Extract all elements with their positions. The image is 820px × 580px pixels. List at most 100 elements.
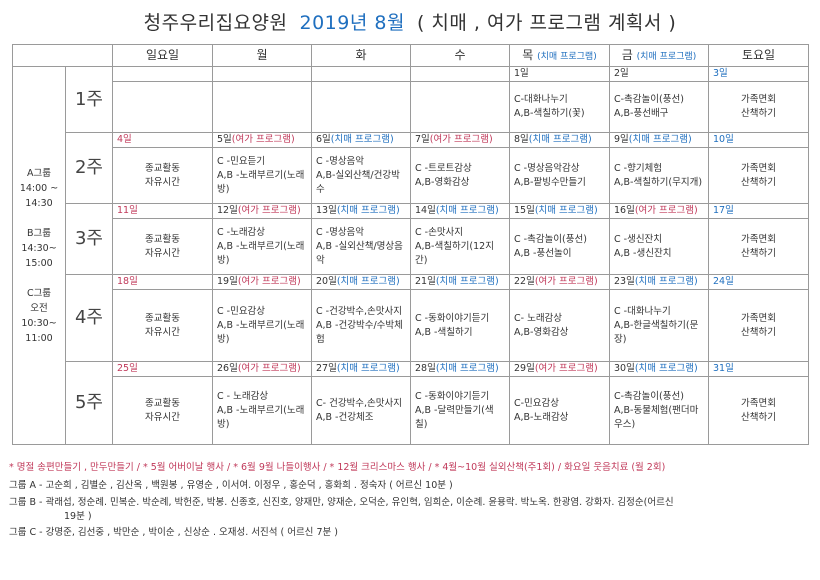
activity-line: C -향기체험 — [614, 162, 663, 174]
activity-cell — [212, 81, 312, 133]
activity-line: C - 노래감상 — [217, 390, 269, 402]
activity-cell: 가족면회 산책하기 — [708, 289, 809, 362]
activity-cell: C - 노래감상 A,B -노래부르기(노래방) — [212, 376, 312, 445]
date-cell: 4일 — [112, 132, 213, 148]
date-cell: 11일 — [112, 203, 213, 219]
day-number: 9일 — [614, 134, 629, 145]
activity-cell: C -민요감상 A,B -노래부르기(노래방) — [212, 289, 312, 362]
day-label: 월 — [256, 47, 268, 62]
activity-line: 종교활동 — [145, 162, 180, 174]
activity-line: A,B -풍선놀이 — [514, 247, 572, 259]
header-corner — [12, 44, 113, 67]
program-tag: (여가 프로그램) — [237, 276, 301, 287]
schedule-table: 일요일 월 화 수 목 (치매 프로그램) 금 (치매 프로그램) 토요일 A그룹 1… — [12, 44, 809, 445]
activity-cell: C -동화이야기듣기 A,B -달력만들기(색칠) — [410, 376, 510, 445]
day-label: 수 — [454, 47, 466, 62]
day-label: 화 — [355, 47, 367, 62]
activity-line: C- 건강박수,손맛사지 — [316, 397, 403, 409]
events-note: * 명절 송편만들기 , 만두만들기 / * 5월 어버이날 행사 / * 6월… — [9, 462, 666, 473]
date-cell: 2일 — [609, 66, 709, 82]
activity-line: C -트로트감상 — [415, 162, 472, 174]
day-number: 18일 — [117, 276, 138, 287]
activity-line: 종교활동 — [145, 312, 180, 324]
day-label: 일요일 — [145, 47, 180, 62]
group-time-line: 14:00 ~ — [19, 182, 59, 194]
date-cell: 8일(치매 프로그램) — [509, 132, 610, 148]
date-cell — [112, 66, 213, 82]
content-row: 종교활동 자유시간 C -노래감상 A,B -노래부르기(노래방) C -명상음악 A,B… — [13, 218, 809, 275]
date-cell: 29일(여가 프로그램) — [509, 361, 610, 377]
activity-cell: C -명상음악 A,B-실외산책/건강박수 — [311, 147, 411, 204]
date-cell: 27일(치매 프로그램) — [311, 361, 411, 377]
program-tag: (치매 프로그램) — [336, 363, 400, 374]
date-row: 5주 25일 26일(여가 프로그램) 27일(치매 프로그램) 28일(치매 프로그램… — [13, 361, 809, 445]
date-cell: 15일(치매 프로그램) — [509, 203, 610, 219]
header-day: 수 — [410, 44, 510, 67]
activity-cell: C -대화나누기 A,B-한글색칠하기(문장) — [609, 289, 709, 362]
day-number: 27일 — [316, 363, 337, 374]
title-month: 2019년 8월 — [299, 12, 405, 34]
activity-line: A,B-색칠하기(꽃) — [514, 108, 585, 119]
day-number: 4일 — [117, 134, 132, 145]
day-number: 12일 — [217, 205, 238, 216]
date-cell: 3일 — [708, 66, 809, 82]
group-b-continued: 19분 ) — [64, 511, 92, 522]
day-number: 10일 — [713, 134, 734, 145]
date-cell: 9일(치매 프로그램) — [609, 132, 709, 148]
activity-line: A,B-영화감상 — [514, 326, 569, 338]
date-cell — [410, 66, 510, 82]
day-label: 목 — [522, 47, 534, 62]
activity-cell: C- 노래감상 A,B-영화감상 — [509, 289, 610, 362]
date-cell: 24일 — [708, 274, 809, 290]
activity-line: 종교활동 — [145, 397, 180, 409]
activity-line: A,B-한글색칠하기(문장) — [614, 319, 699, 345]
activity-line: 자유시간 — [145, 326, 180, 338]
date-cell: 1일 — [509, 66, 610, 82]
group-times: A그룹 14:00 ~ 14:30 B그룹 14:30~ 15:00 C그룹 오전 10:30~… — [12, 66, 66, 445]
group-time-line: 15:00 — [25, 257, 53, 269]
activity-cell: C -트로트감상 A,B-영화감상 — [410, 147, 510, 204]
date-cell — [212, 66, 312, 82]
activity-line: C -대화나누기 — [614, 305, 671, 317]
day-number: 16일 — [614, 205, 635, 216]
day-label: 금 — [621, 47, 633, 62]
program-tag: (치매 프로그램) — [435, 205, 499, 216]
activity-line: C -손맛사지 — [415, 226, 464, 238]
date-row: 2주 4일 5일(여가 프로그램) 6일(치매 프로그램) 7일(여가 프로그램) 8일(… — [13, 132, 809, 204]
program-tag: (치매 프로그램) — [628, 134, 692, 145]
activity-line: 자유시간 — [145, 411, 180, 423]
activity-line: C -건강박수,손맛사지 — [316, 305, 403, 317]
activity-cell: C -민요듣기 A,B -노래부르기(노래방) — [212, 147, 312, 204]
activity-cell: 종교활동 자유시간 — [112, 218, 213, 275]
activity-line: C -민요듣기 — [217, 155, 266, 167]
activity-line: A,B -색칠하기 — [415, 326, 473, 338]
activity-line: 가족면회 — [741, 162, 776, 174]
activity-line: A,B-동물체험(팬더마우스) — [614, 404, 699, 430]
activity-cell — [112, 81, 213, 133]
activity-line: 자유시간 — [145, 247, 180, 259]
program-tag: (여가 프로그램) — [634, 205, 698, 216]
activity-line: A,B -노래부르기(노래방) — [217, 319, 305, 345]
activity-cell: C -명상음악 A,B -실외산책/명상음악 — [311, 218, 411, 275]
date-cell: 23일(치매 프로그램) — [609, 274, 709, 290]
header-row: 일요일 월 화 수 목 (치매 프로그램) 금 (치매 프로그램) 토요일 — [12, 44, 809, 67]
day-number: 21일 — [415, 276, 436, 287]
day-number: 28일 — [415, 363, 436, 374]
date-cell: 28일(치매 프로그램) — [410, 361, 510, 377]
group-time-line — [17, 271, 61, 286]
group-a-note: 그룹 A - 고순희 , 김별순 , 김산옥 , 백원봉 , 유영순 , 이서여… — [9, 480, 453, 491]
activity-line: A,B-팥빙수만들기 — [514, 176, 586, 188]
date-row: 4주 18일 19일(여가 프로그램) 20일(치매 프로그램) 21일(치매 프로그램… — [13, 274, 809, 362]
date-row: A그룹 14:00 ~ 14:30 B그룹 14:30~ 15:00 C그룹 오전 10:30~… — [12, 66, 809, 445]
day-number: 2일 — [614, 68, 629, 79]
day-number: 8일 — [514, 134, 529, 145]
activity-cell: C -동화이야기듣기 A,B -색칠하기 — [410, 289, 510, 362]
activity-line: 산책하기 — [741, 176, 776, 188]
date-cell: 30일(치매 프로그램) — [609, 361, 709, 377]
activity-line: C -노래감상 — [217, 226, 266, 238]
document-title: 청주우리집요양원 2019년 8월 ( 치매 , 여가 프로그램 계획서 ) — [0, 8, 820, 35]
activity-cell: C -향기체험 A,B-색칠하기(무지개) — [609, 147, 709, 204]
activity-line: C -명상음악 — [316, 155, 365, 167]
date-cell: 20일(치매 프로그램) — [311, 274, 411, 290]
